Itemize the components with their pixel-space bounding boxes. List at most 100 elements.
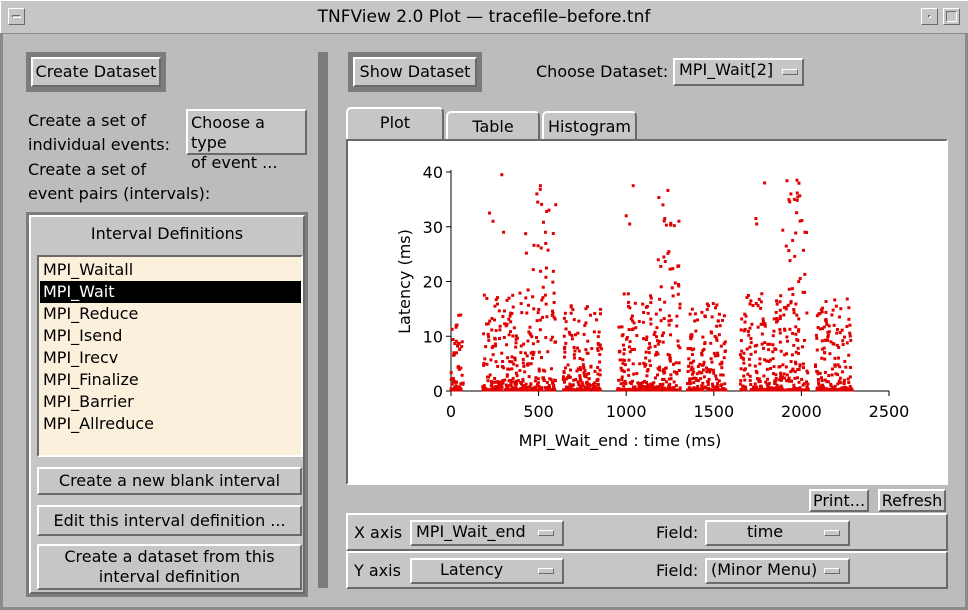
data-point	[454, 323, 458, 327]
data-point	[656, 339, 660, 343]
tab-table[interactable]: Table	[446, 111, 540, 141]
tab-histogram[interactable]: Histogram	[542, 111, 637, 141]
data-point	[789, 192, 793, 196]
data-point	[509, 382, 513, 386]
data-point	[551, 309, 555, 313]
data-point	[792, 308, 796, 312]
maximize-button[interactable]	[943, 8, 960, 25]
window-menu-button[interactable]	[8, 8, 25, 25]
data-point	[650, 385, 654, 389]
data-point	[755, 222, 759, 226]
data-point	[460, 373, 464, 377]
data-point	[567, 330, 571, 334]
data-point	[784, 365, 788, 369]
interval-list-item[interactable]: MPI_Reduce	[43, 304, 139, 323]
data-point	[691, 367, 695, 371]
data-point	[763, 341, 767, 345]
data-point	[626, 388, 630, 392]
data-point	[794, 362, 798, 366]
data-point	[805, 385, 809, 389]
minimize-button[interactable]	[921, 8, 938, 25]
panel-divider[interactable]	[318, 52, 328, 588]
interval-list-item[interactable]: MPI_Waitall	[43, 260, 134, 279]
data-point	[778, 378, 782, 382]
tab-plot[interactable]: Plot	[346, 107, 444, 141]
data-point	[623, 363, 627, 367]
data-point	[824, 338, 828, 342]
data-point	[767, 381, 771, 385]
data-point	[676, 339, 680, 343]
interval-list-item[interactable]: MPI_Wait	[40, 281, 301, 303]
data-point	[717, 379, 721, 383]
new-blank-interval-button[interactable]: Create a new blank interval	[37, 467, 302, 495]
data-point	[568, 368, 572, 372]
interval-list-item[interactable]: MPI_Irecv	[43, 348, 119, 367]
create-dataset-button[interactable]: Create Dataset	[31, 57, 161, 87]
data-point	[756, 325, 760, 329]
data-point	[621, 358, 625, 362]
data-point	[552, 291, 556, 295]
data-point	[688, 381, 692, 385]
data-point	[490, 346, 494, 350]
edit-interval-button[interactable]: Edit this interval definition ...	[37, 505, 302, 536]
window-titlebar[interactable]: TNFView 2.0 Plot — tracefile–before.tnf	[0, 0, 968, 34]
refresh-button[interactable]: Refresh	[878, 489, 946, 512]
data-point	[815, 348, 819, 352]
data-point	[793, 254, 797, 258]
data-point	[766, 377, 770, 381]
data-point	[748, 363, 752, 367]
data-point	[539, 356, 543, 360]
data-point	[741, 388, 745, 392]
data-point	[838, 331, 842, 335]
data-point	[798, 276, 802, 280]
data-point	[829, 384, 833, 388]
data-point	[820, 379, 824, 383]
data-point	[661, 377, 665, 381]
x-axis-menu[interactable]: MPI_Wait_end	[410, 520, 564, 546]
data-point	[453, 388, 457, 392]
interval-list-item[interactable]: MPI_Finalize	[43, 370, 139, 389]
data-point	[637, 319, 641, 323]
data-point	[841, 339, 845, 343]
data-point	[760, 342, 764, 346]
data-point	[739, 339, 743, 343]
x-field-menu[interactable]: time	[705, 520, 850, 546]
data-point	[700, 353, 704, 357]
data-point	[651, 388, 655, 392]
data-point	[641, 320, 645, 324]
y-tick-label: 10	[423, 327, 443, 346]
data-point	[544, 302, 548, 306]
data-point	[642, 361, 646, 365]
create-dataset-from-interval-button[interactable]: Create a dataset from this interval defi…	[37, 544, 302, 590]
data-point	[580, 384, 584, 388]
data-point	[687, 357, 691, 361]
show-dataset-button[interactable]: Show Dataset	[353, 57, 477, 87]
data-point	[695, 318, 699, 322]
data-point	[768, 367, 772, 371]
data-point	[522, 342, 526, 346]
data-point	[645, 386, 649, 390]
data-point	[746, 294, 750, 298]
interval-list-item[interactable]: MPI_Isend	[43, 326, 123, 345]
data-point	[761, 320, 765, 324]
data-point	[523, 351, 527, 355]
data-point	[689, 333, 693, 337]
data-point	[692, 347, 696, 351]
y-field-menu[interactable]: (Minor Menu)	[705, 558, 850, 584]
data-point	[802, 388, 806, 392]
data-point	[669, 221, 673, 225]
interval-list-item[interactable]: MPI_Allreduce	[43, 414, 155, 433]
data-point	[701, 335, 705, 339]
choose-event-type-button[interactable]: Choose a type of event ...	[186, 109, 307, 172]
data-point	[694, 329, 698, 333]
interval-list-item[interactable]: MPI_Barrier	[43, 392, 134, 411]
choose-dataset-menu[interactable]: MPI_Wait[2]	[673, 58, 804, 86]
data-point	[593, 384, 597, 388]
data-point	[488, 388, 492, 392]
print-button[interactable]: Print...	[809, 489, 869, 512]
data-point	[663, 300, 667, 304]
interval-list[interactable]: MPI_Waitall MPI_Wait MPI_Reduce MPI_Isend MP…	[37, 255, 303, 457]
y-axis-menu[interactable]: Latency	[410, 558, 564, 584]
data-point	[492, 388, 496, 392]
data-point	[498, 328, 502, 332]
